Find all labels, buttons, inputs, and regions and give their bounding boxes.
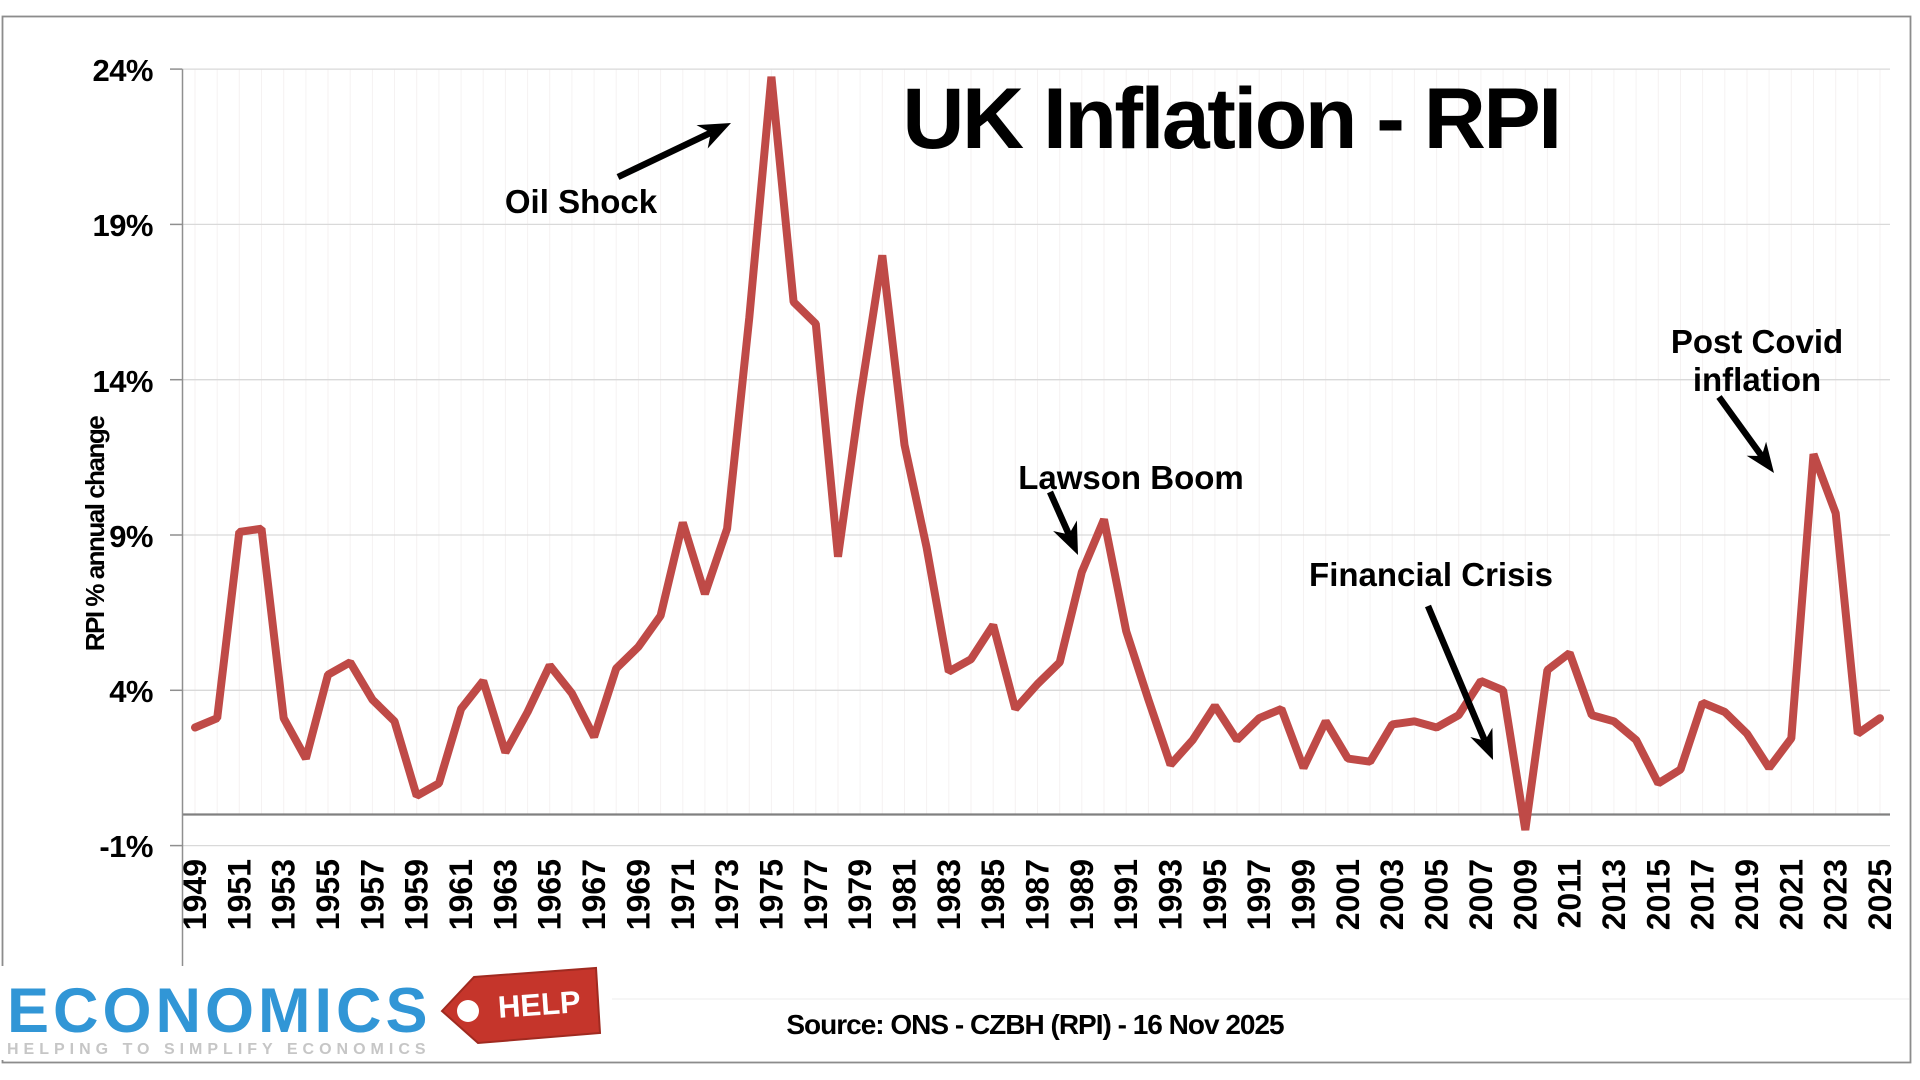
svg-text:1991: 1991 xyxy=(1108,859,1144,930)
svg-text:1981: 1981 xyxy=(887,859,923,930)
svg-text:2023: 2023 xyxy=(1818,859,1854,930)
svg-text:Lawson Boom: Lawson Boom xyxy=(1018,459,1244,496)
svg-text:2007: 2007 xyxy=(1463,859,1499,930)
svg-text:Source: ONS - CZBH (RPI) - 16: Source: ONS - CZBH (RPI) - 16 Nov 2025 xyxy=(786,1009,1284,1040)
svg-text:1987: 1987 xyxy=(1020,859,1056,930)
svg-text:1973: 1973 xyxy=(709,859,745,930)
svg-text:14%: 14% xyxy=(92,364,153,399)
svg-text:24%: 24% xyxy=(92,53,153,88)
svg-text:2001: 2001 xyxy=(1330,859,1366,930)
svg-text:2009: 2009 xyxy=(1507,859,1543,930)
svg-text:1965: 1965 xyxy=(532,859,568,930)
svg-text:2015: 2015 xyxy=(1640,859,1676,930)
svg-text:ECONOMICS: ECONOMICS xyxy=(7,976,432,1046)
svg-text:1959: 1959 xyxy=(399,859,435,930)
svg-text:RPI % annual change: RPI % annual change xyxy=(80,416,110,651)
svg-text:1967: 1967 xyxy=(576,859,612,930)
svg-text:1979: 1979 xyxy=(842,859,878,930)
svg-text:1983: 1983 xyxy=(931,859,967,930)
svg-text:1963: 1963 xyxy=(487,859,523,930)
svg-text:2025: 2025 xyxy=(1862,859,1898,930)
svg-text:2013: 2013 xyxy=(1596,859,1632,930)
svg-text:inflation: inflation xyxy=(1693,361,1821,398)
svg-text:Oil Shock: Oil Shock xyxy=(505,183,658,220)
svg-text:2003: 2003 xyxy=(1374,859,1410,930)
svg-text:Financial Crisis: Financial Crisis xyxy=(1309,556,1553,593)
svg-text:1971: 1971 xyxy=(665,859,701,930)
svg-text:19%: 19% xyxy=(92,208,153,243)
svg-text:1951: 1951 xyxy=(221,859,257,930)
svg-text:1985: 1985 xyxy=(975,859,1011,930)
svg-text:2019: 2019 xyxy=(1729,859,1765,930)
svg-text:9%: 9% xyxy=(109,519,153,554)
svg-text:2005: 2005 xyxy=(1419,859,1455,930)
svg-text:HELPING TO SIMPLIFY ECONOMICS: HELPING TO SIMPLIFY ECONOMICS xyxy=(7,1041,431,1058)
svg-text:2017: 2017 xyxy=(1685,859,1721,930)
svg-text:1975: 1975 xyxy=(753,859,789,930)
svg-text:2021: 2021 xyxy=(1773,859,1809,930)
svg-text:1989: 1989 xyxy=(1064,859,1100,930)
svg-text:1955: 1955 xyxy=(310,859,346,930)
svg-text:1957: 1957 xyxy=(354,859,390,930)
svg-text:1997: 1997 xyxy=(1241,859,1277,930)
svg-text:UK Inflation - RPI: UK Inflation - RPI xyxy=(902,71,1559,167)
svg-text:1961: 1961 xyxy=(443,859,479,930)
svg-text:1999: 1999 xyxy=(1286,859,1322,930)
svg-text:1977: 1977 xyxy=(798,859,834,930)
svg-text:1953: 1953 xyxy=(266,859,302,930)
svg-text:1949: 1949 xyxy=(177,859,213,930)
svg-text:1993: 1993 xyxy=(1153,859,1189,930)
svg-text:1995: 1995 xyxy=(1197,859,1233,930)
svg-text:-1%: -1% xyxy=(99,829,153,864)
svg-text:Post Covid: Post Covid xyxy=(1671,323,1843,360)
svg-text:1969: 1969 xyxy=(620,859,656,930)
svg-text:HELP: HELP xyxy=(497,984,582,1025)
svg-text:2011: 2011 xyxy=(1552,859,1588,928)
svg-text:4%: 4% xyxy=(109,674,153,709)
